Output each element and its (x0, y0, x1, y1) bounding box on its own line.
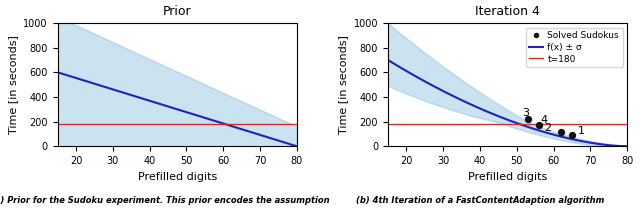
Point (567, 133, 577, 136)
Point (523, 117, 533, 120)
Text: (a) Prior for the Sudoku experiment. This prior encodes the assumption: (a) Prior for the Sudoku experiment. Thi… (0, 196, 330, 205)
Text: 1: 1 (577, 126, 584, 136)
Point (556, 130, 566, 133)
Legend: Solved Sudokus, f(x) ± σ, t=180: Solved Sudokus, f(x) ± σ, t=180 (526, 28, 623, 67)
Y-axis label: Time [in seconds]: Time [in seconds] (338, 35, 348, 134)
Y-axis label: Time [in seconds]: Time [in seconds] (8, 35, 18, 134)
Title: Prior: Prior (163, 5, 191, 18)
X-axis label: Prefilled digits: Prefilled digits (468, 172, 547, 182)
Title: Iteration 4: Iteration 4 (475, 5, 540, 18)
Text: 4: 4 (541, 115, 548, 125)
Point (534, 123, 544, 126)
Text: (b) 4th Iteration of a FastContentAdaption algorithm: (b) 4th Iteration of a FastContentAdapti… (356, 196, 604, 205)
Text: 3: 3 (522, 108, 529, 118)
Text: 2: 2 (545, 123, 552, 133)
X-axis label: Prefilled digits: Prefilled digits (138, 172, 217, 182)
